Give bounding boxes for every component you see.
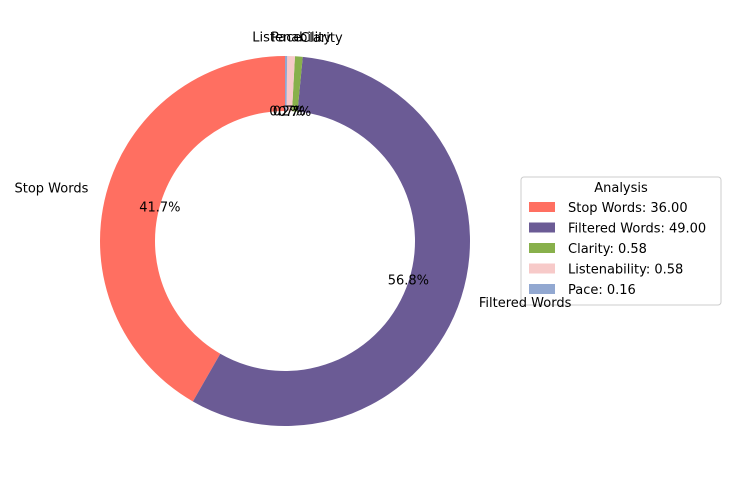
slice-filtered-words [192, 56, 471, 427]
slice-label-pace: Pace [271, 31, 301, 46]
percent-label-stop-words: 41.7% [139, 201, 180, 216]
percent-labels: 41.7% 56.8% 0.7%0.7%0.2% [139, 105, 429, 289]
slice-label-stop-words: Stop Words [14, 182, 88, 197]
percent-label-listenability: 0.7% [273, 105, 306, 120]
legend-label-pace: Pace: 0.16 [568, 283, 636, 298]
legend-label-clarity: Clarity: 0.58 [568, 242, 647, 257]
legend-label-filtered-words: Filtered Words: 49.00 [568, 222, 706, 237]
percent-label-filtered-words: 56.8% [388, 273, 429, 288]
legend-title: Analysis [594, 181, 648, 196]
legend-swatch-stop-words [529, 202, 555, 212]
slice-stop-words [99, 56, 285, 402]
legend-label-listenability: Listenability: 0.58 [568, 263, 683, 278]
legend-swatch-listenability [529, 263, 555, 274]
slice-pace [285, 56, 288, 112]
slice-label-listenability: Listenability [252, 31, 331, 46]
donut-slices [99, 56, 471, 427]
percent-label-clarity: 0.7% [278, 105, 311, 120]
legend: Analysis Stop Words: 36.00 Filtered Words… [520, 176, 722, 306]
slice-clarity [291, 56, 303, 112]
legend-swatch-filtered-words [529, 222, 555, 233]
legend-box [520, 176, 722, 306]
legend-swatch-clarity [529, 243, 555, 253]
slice-label-filtered-words: Filtered Words [479, 296, 572, 311]
percent-label-pace: 0.2% [269, 105, 302, 120]
legend-swatch-pace [529, 284, 555, 294]
legend-label-stop-words: Stop Words: 36.00 [568, 201, 688, 216]
slice-listenability [286, 56, 295, 112]
slice-label-clarity: Clarity [300, 31, 343, 46]
slice-labels: Stop Words Filtered Words ClarityListenabi… [14, 31, 571, 311]
